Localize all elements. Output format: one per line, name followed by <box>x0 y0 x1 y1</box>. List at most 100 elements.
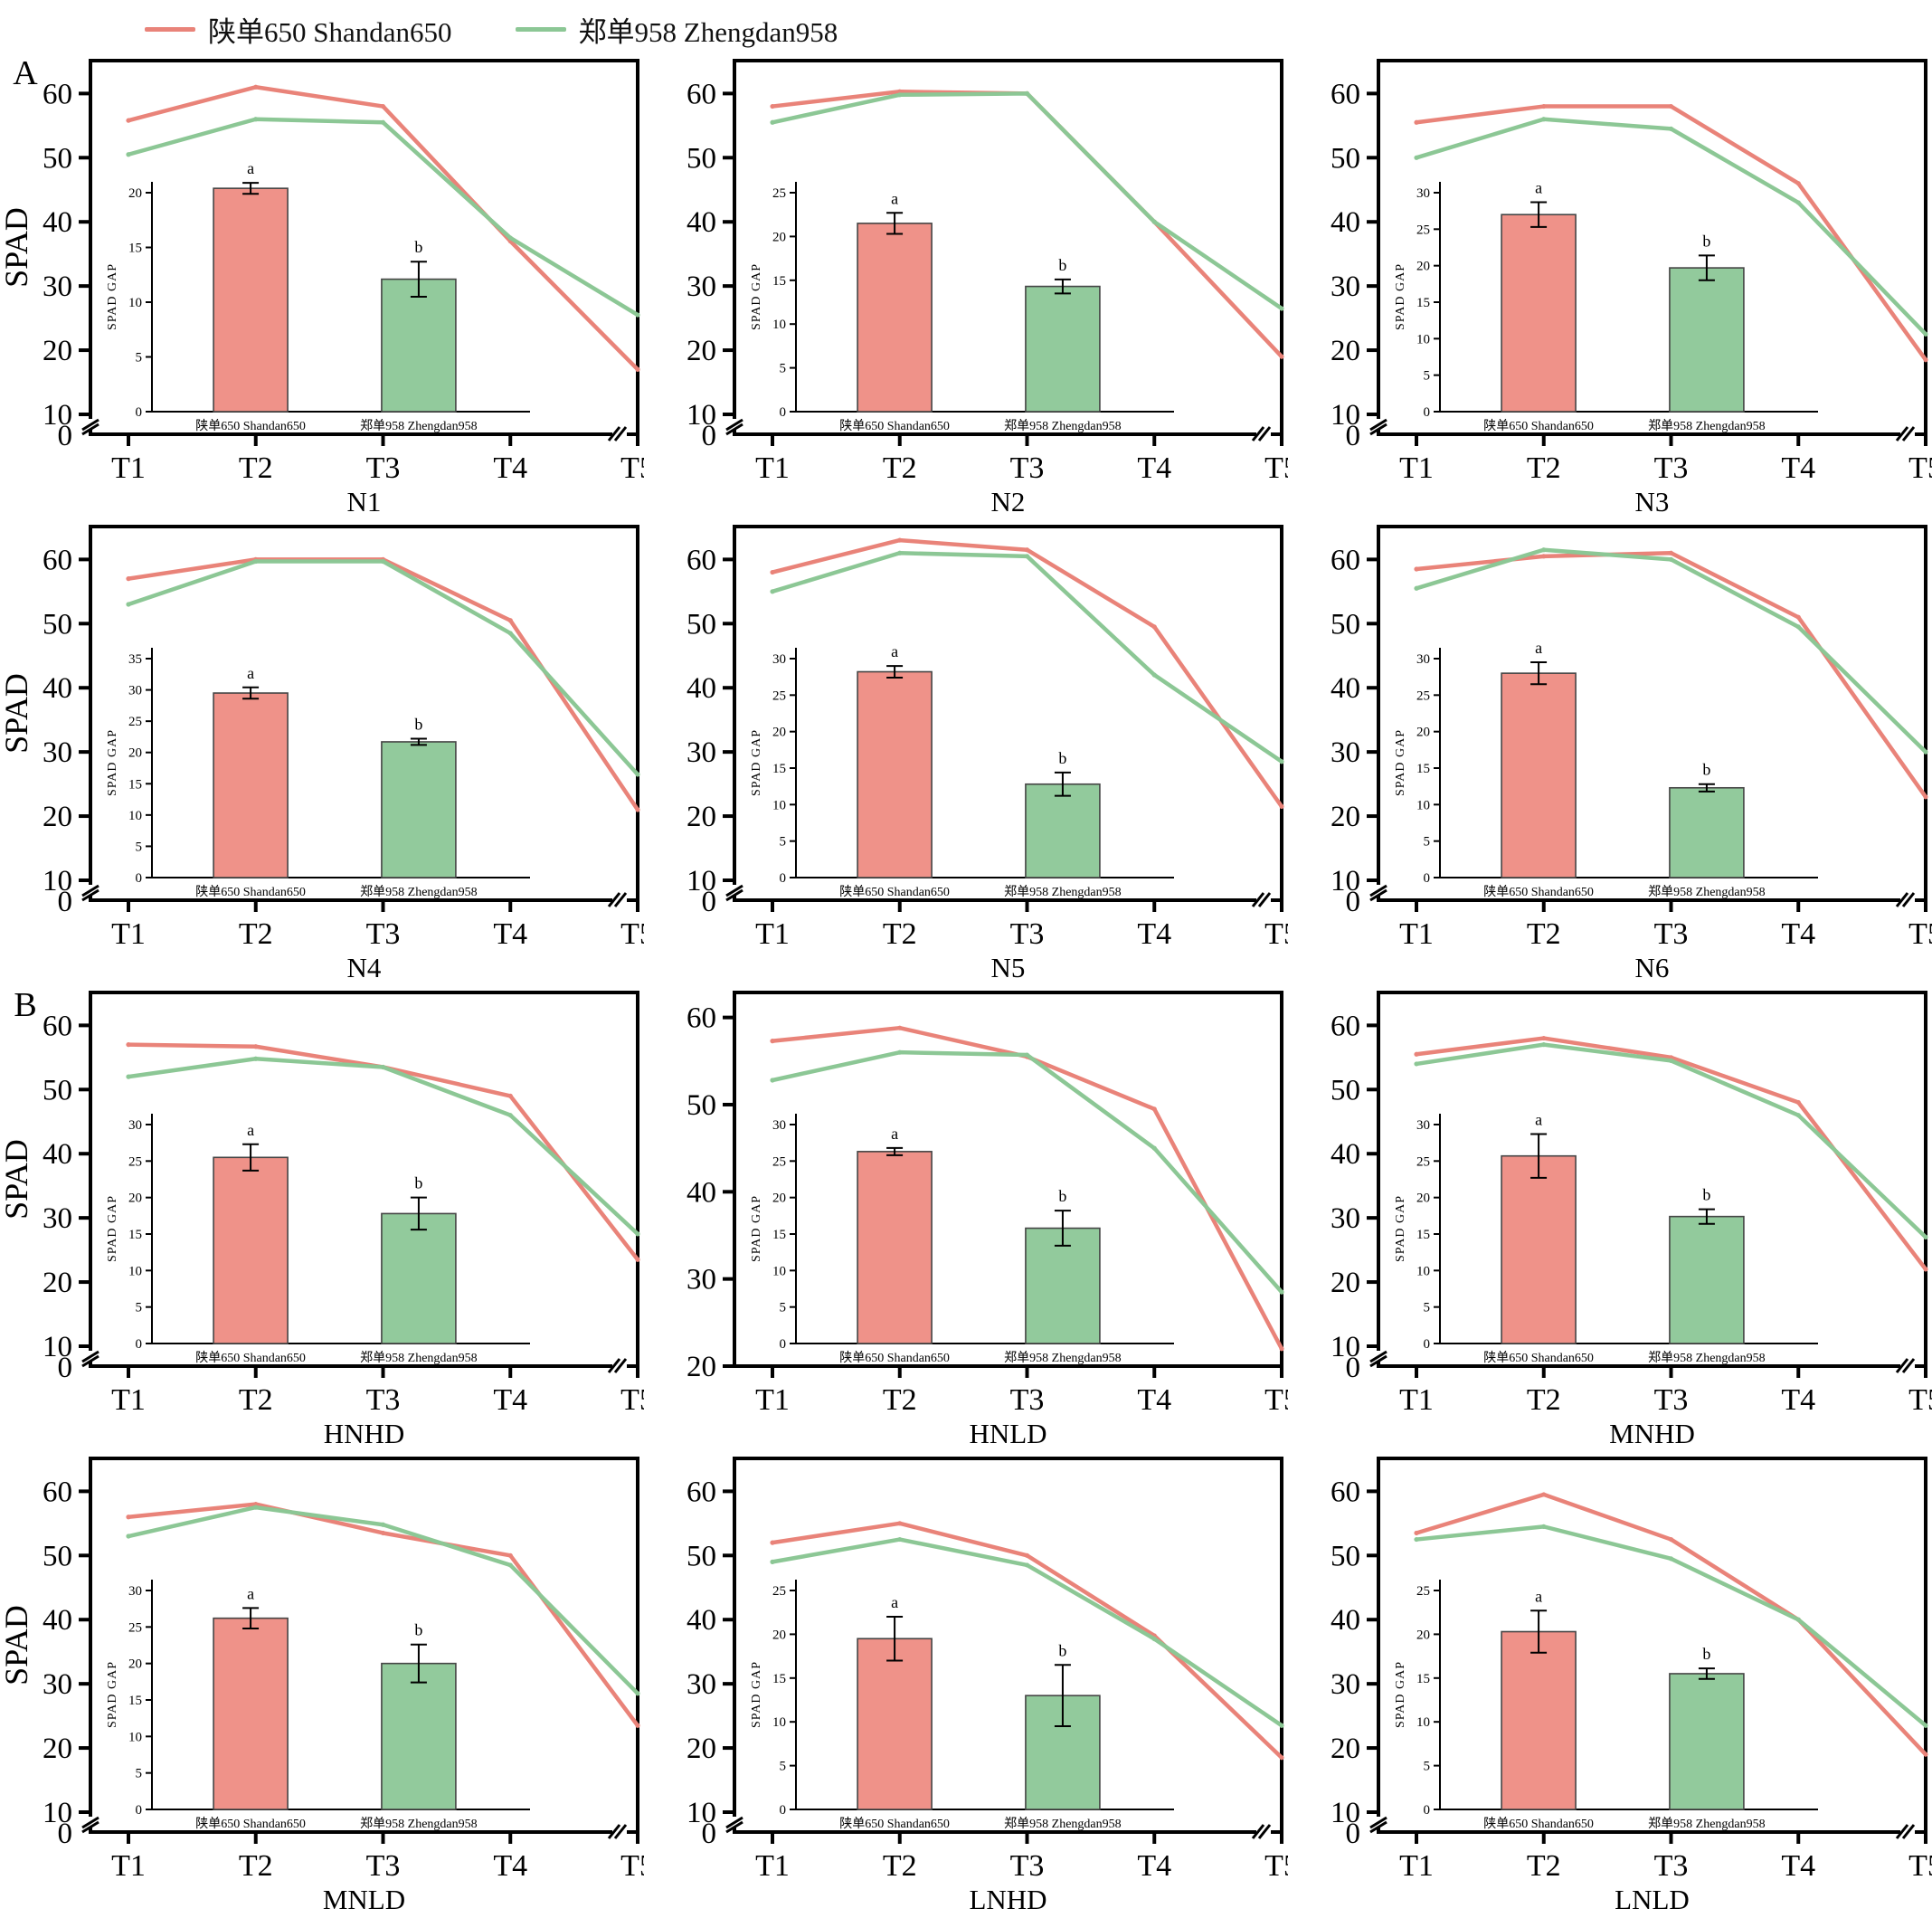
legend-entry-zhengdan958: 郑单958 Zhengdan958 <box>515 9 838 50</box>
data-point-marker <box>1541 547 1547 553</box>
inset-y-tick-label: 15 <box>1416 1228 1430 1242</box>
inset-bar-zhengdan958 <box>381 741 457 878</box>
data-point-marker <box>507 631 513 636</box>
y-tick-label: 60 <box>687 1002 716 1035</box>
y-axis: 10 20 30 40 50 60 0 <box>1331 1010 1387 1384</box>
plot-frame <box>89 991 639 1368</box>
x-tick-label: T4 <box>1137 1849 1171 1883</box>
chart-N1: 10 20 30 40 50 60 0 T1 T2 T3 T4 T5 N1 SPAD A 0 5 10 15 20 SP… <box>0 54 655 517</box>
significance-letter: b <box>1702 1645 1710 1663</box>
data-point-marker <box>1923 357 1928 363</box>
inset-x-category-label: 陕单650 Shandan650 <box>1483 1351 1594 1365</box>
legend-entry-shandan650: 陕单650 Shandan650 <box>145 9 452 50</box>
data-point-marker <box>507 1113 513 1118</box>
inset-y-axis-title: SPAD GAP <box>1394 729 1407 796</box>
legend-label-shandan650: 陕单650 Shandan650 <box>208 15 452 48</box>
significance-letter: b <box>414 1174 422 1192</box>
data-point-marker <box>1279 803 1284 810</box>
data-point-marker <box>1668 126 1674 131</box>
data-point-marker <box>770 1559 775 1564</box>
y-tick-label: 40 <box>1331 1604 1360 1637</box>
x-axis: T1 T2 T3 T4 T5 <box>755 1366 1299 1417</box>
x-axis: T1 T2 T3 T4 T5 <box>1399 1358 1932 1417</box>
inset-y-tick-label: 0 <box>136 871 143 886</box>
chart-HNHD: 10 20 30 40 50 60 0 T1 T2 T3 T4 T5 HNHD SPAD B 0 5 10 15 20… <box>0 986 655 1449</box>
data-point-marker <box>1024 547 1030 553</box>
y-tick-label: 40 <box>687 672 716 705</box>
subplot-title: LNLD <box>1615 1884 1690 1913</box>
inset-y-tick-label: 10 <box>128 1730 142 1744</box>
x-tick-label: T5 <box>1908 917 1932 951</box>
data-point-marker <box>770 1039 775 1044</box>
x-tick-label: T5 <box>620 451 644 485</box>
y-tick-label: 20 <box>1331 1267 1360 1299</box>
data-point-marker <box>380 1530 386 1536</box>
y-axis-break-mark <box>81 1354 99 1368</box>
y-axis-break-mark <box>1369 884 1387 897</box>
x-tick-label: T3 <box>1654 1383 1689 1417</box>
subplot-cell: 10 20 30 40 50 60 0 T1 T2 T3 T4 T5 LNLD 0 5 10 15 20 25 SPA… <box>1288 1448 1932 1915</box>
inset-x-category-label: 陕单650 Shandan650 <box>839 419 950 433</box>
inset-y-tick-label: 0 <box>1424 1337 1431 1352</box>
inset-y-axis-title: SPAD GAP <box>106 729 119 796</box>
y-tick-label-zero: 0 <box>1346 886 1361 918</box>
inset-y-tick-label: 10 <box>1416 1715 1430 1730</box>
x-tick-label: T3 <box>366 451 401 485</box>
data-point-marker <box>1668 1536 1674 1543</box>
x-tick-label: T1 <box>1399 1849 1434 1883</box>
inset-y-tick-label: 30 <box>128 684 142 698</box>
x-axis-break-mark <box>613 1824 628 1839</box>
data-point-marker <box>1668 550 1674 555</box>
data-point-marker <box>1541 103 1547 109</box>
y-tick-label: 10 <box>687 1797 716 1829</box>
x-tick-label: T3 <box>366 1383 401 1417</box>
inset-y-tick-label: 15 <box>128 777 142 792</box>
y-tick-label: 10 <box>1331 865 1360 897</box>
data-point-marker <box>1795 181 1801 186</box>
inset-y-tick-label: 25 <box>128 715 142 729</box>
inset-y-tick-label: 30 <box>1416 186 1430 201</box>
inset-y-tick-label: 0 <box>1424 1803 1431 1818</box>
x-tick-label: T4 <box>1137 917 1171 951</box>
significance-letter: b <box>1702 1186 1710 1204</box>
y-axis-break-mark <box>81 423 99 436</box>
significance-letter: b <box>1702 761 1710 779</box>
y-tick-label: 30 <box>687 271 716 303</box>
significance-letter: a <box>891 1125 898 1143</box>
inset-x-category-label: 陕单650 Shandan650 <box>195 885 306 899</box>
data-point-marker <box>1024 1052 1030 1058</box>
y-axis-break-mark <box>1369 1354 1387 1368</box>
y-tick-label: 30 <box>1331 1202 1360 1235</box>
inset-y-tick-label: 5 <box>136 1301 143 1315</box>
significance-letter: b <box>1058 1187 1066 1205</box>
inset-y-tick-label: 10 <box>772 1264 786 1278</box>
x-tick-label: T2 <box>883 1849 917 1883</box>
y-tick-label: 60 <box>1331 544 1360 576</box>
plot-frame <box>1377 525 1927 902</box>
y-tick-label-zero: 0 <box>58 886 73 918</box>
x-tick-label: T1 <box>111 1383 146 1417</box>
line-series-zhengdan958 <box>770 551 1284 764</box>
y-tick-label-zero: 0 <box>1346 1818 1361 1850</box>
inset-y-tick-label: 10 <box>128 296 142 310</box>
y-tick-label: 50 <box>687 1540 716 1572</box>
y-tick-label: 40 <box>43 206 72 239</box>
y-tick-label: 20 <box>1331 1733 1360 1765</box>
inset-y-tick-label: 10 <box>1416 332 1430 347</box>
chart-N4: 10 20 30 40 50 60 0 T1 T2 T3 T4 T5 N4 SPAD 0 5 10 15 20 25 3… <box>0 525 655 983</box>
data-point-marker <box>770 569 775 575</box>
y-tick-label: 20 <box>43 1733 72 1765</box>
inset-x-category-label: 陕单650 Shandan650 <box>1483 419 1594 433</box>
inset-y-tick-label: 5 <box>1424 369 1431 384</box>
y-tick-label: 10 <box>43 399 72 432</box>
inset-y-tick-label: 15 <box>772 1672 786 1686</box>
significance-letter: b <box>1058 1641 1066 1659</box>
y-tick-label: 50 <box>43 1074 72 1106</box>
significance-letter: b <box>414 238 422 256</box>
inset-y-tick-label: 25 <box>128 1154 142 1169</box>
y-tick-label: 50 <box>687 142 716 175</box>
subplot-cell: 10 20 30 40 50 60 0 T1 T2 T3 T4 T5 N2 0 5 10 15 20 25 SPAD … <box>644 50 1299 517</box>
y-tick-label: 40 <box>1331 206 1360 239</box>
inset-y-tick-label: 0 <box>780 1803 787 1818</box>
y-axis: 10 20 30 40 50 60 0 <box>43 78 99 452</box>
